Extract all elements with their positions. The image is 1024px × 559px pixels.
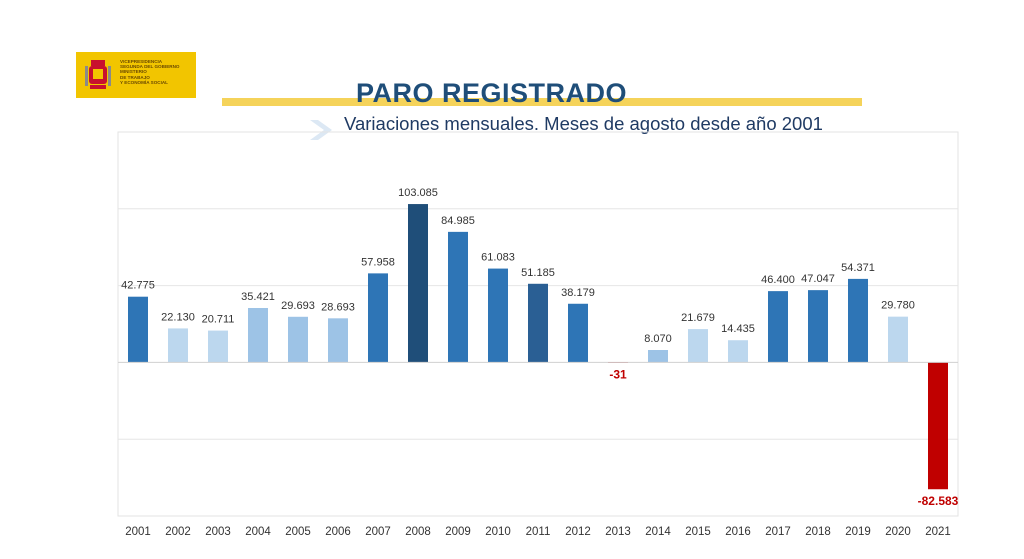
bar-2006 (328, 318, 348, 363)
data-label-2001: 42.775 (121, 280, 155, 292)
bar-2005 (288, 316, 308, 363)
bar-2009 (448, 231, 468, 363)
data-label-2006: 28.693 (321, 301, 355, 313)
x-tick-label-2014: 2014 (645, 526, 671, 538)
logo-text: VICEPRESIDENCIA SEGUNDA DEL GOBIERNO MIN… (120, 59, 194, 85)
x-tick-label-2017: 2017 (765, 526, 791, 538)
bar-2020 (888, 316, 908, 363)
x-tick-label-2006: 2006 (325, 526, 351, 538)
data-label-2002: 22.130 (161, 311, 195, 323)
bar-2002 (168, 328, 188, 363)
bar-2021 (928, 362, 948, 490)
x-tick-label-2021: 2021 (925, 526, 951, 538)
x-tick-label-2011: 2011 (526, 526, 551, 538)
x-tick-label-2008: 2008 (405, 526, 431, 538)
x-tick-label-2003: 2003 (205, 526, 231, 538)
x-tick-label-2009: 2009 (445, 526, 471, 538)
coat-of-arms-icon (85, 60, 111, 89)
bar-2014 (648, 350, 668, 363)
data-label-2018: 47.047 (801, 273, 835, 285)
data-label-2004: 35.421 (241, 291, 275, 303)
data-label-2005: 29.693 (281, 300, 315, 312)
title-underline-bar (222, 98, 862, 106)
x-tick-label-2004: 2004 (245, 526, 271, 538)
bar-2011 (528, 283, 548, 363)
x-tick-label-2020: 2020 (885, 526, 911, 538)
bar-2015 (688, 329, 708, 363)
data-label-2007: 57.958 (361, 256, 395, 268)
bar-2001 (128, 296, 148, 363)
data-label-2013: -31 (609, 367, 627, 381)
page-title: PARO REGISTRADO (356, 78, 628, 108)
bar-2003 (208, 330, 228, 363)
chart-subtitle: Variaciones mensuales. Meses de agosto d… (344, 113, 823, 134)
bar-2017 (768, 291, 788, 363)
x-tick-label-2018: 2018 (805, 526, 831, 538)
government-logo: VICEPRESIDENCIA SEGUNDA DEL GOBIERNO MIN… (76, 52, 196, 98)
x-tick-label-2013: 2013 (605, 526, 631, 538)
x-tick-label-2002: 2002 (165, 526, 191, 538)
x-tick-label-2012: 2012 (565, 526, 591, 538)
x-tick-label-2005: 2005 (285, 526, 311, 538)
chevron-right-icon (310, 120, 332, 140)
data-label-2015: 21.679 (681, 312, 715, 324)
data-label-2021: -82.583 (918, 494, 959, 508)
bar-2018 (808, 290, 828, 363)
bar-2016 (728, 340, 748, 363)
bar-2004 (248, 307, 268, 363)
data-label-2019: 54.371 (841, 262, 875, 274)
data-label-2012: 38.179 (561, 287, 595, 299)
bar-2012 (568, 303, 588, 363)
data-label-2014: 8.070 (644, 333, 672, 345)
logo-line: SEGUNDA DEL GOBIERNO (120, 64, 180, 70)
data-label-2020: 29.780 (881, 300, 915, 312)
logo-line: VICEPRESIDENCIA (120, 59, 163, 64)
bar-2010 (488, 268, 508, 363)
logo-line: MINISTERIO (120, 69, 147, 75)
logo-line: Y ECONOMÍA SOCIAL (120, 79, 168, 85)
data-label-2009: 84.985 (441, 215, 475, 227)
data-label-2011: 51.185 (521, 267, 555, 279)
data-label-2017: 46.400 (761, 274, 795, 286)
data-label-2016: 14.435 (721, 323, 755, 335)
data-label-2008: 103.085 (398, 187, 438, 199)
x-tick-label-2010: 2010 (485, 526, 511, 538)
x-tick-label-2019: 2019 (845, 526, 871, 538)
data-label-2003: 20.711 (202, 314, 235, 326)
bar-2019 (848, 278, 868, 363)
x-tick-label-2001: 2001 (125, 526, 151, 538)
x-tick-label-2015: 2015 (685, 526, 711, 538)
bar-2008 (408, 204, 428, 363)
plot-frame (117, 131, 959, 517)
x-tick-label-2016: 2016 (725, 526, 751, 538)
data-label-2010: 61.083 (481, 252, 515, 264)
x-tick-label-2007: 2007 (365, 526, 391, 538)
logo-line: DE TRABAJO (120, 74, 150, 80)
bar-2007 (368, 273, 388, 363)
